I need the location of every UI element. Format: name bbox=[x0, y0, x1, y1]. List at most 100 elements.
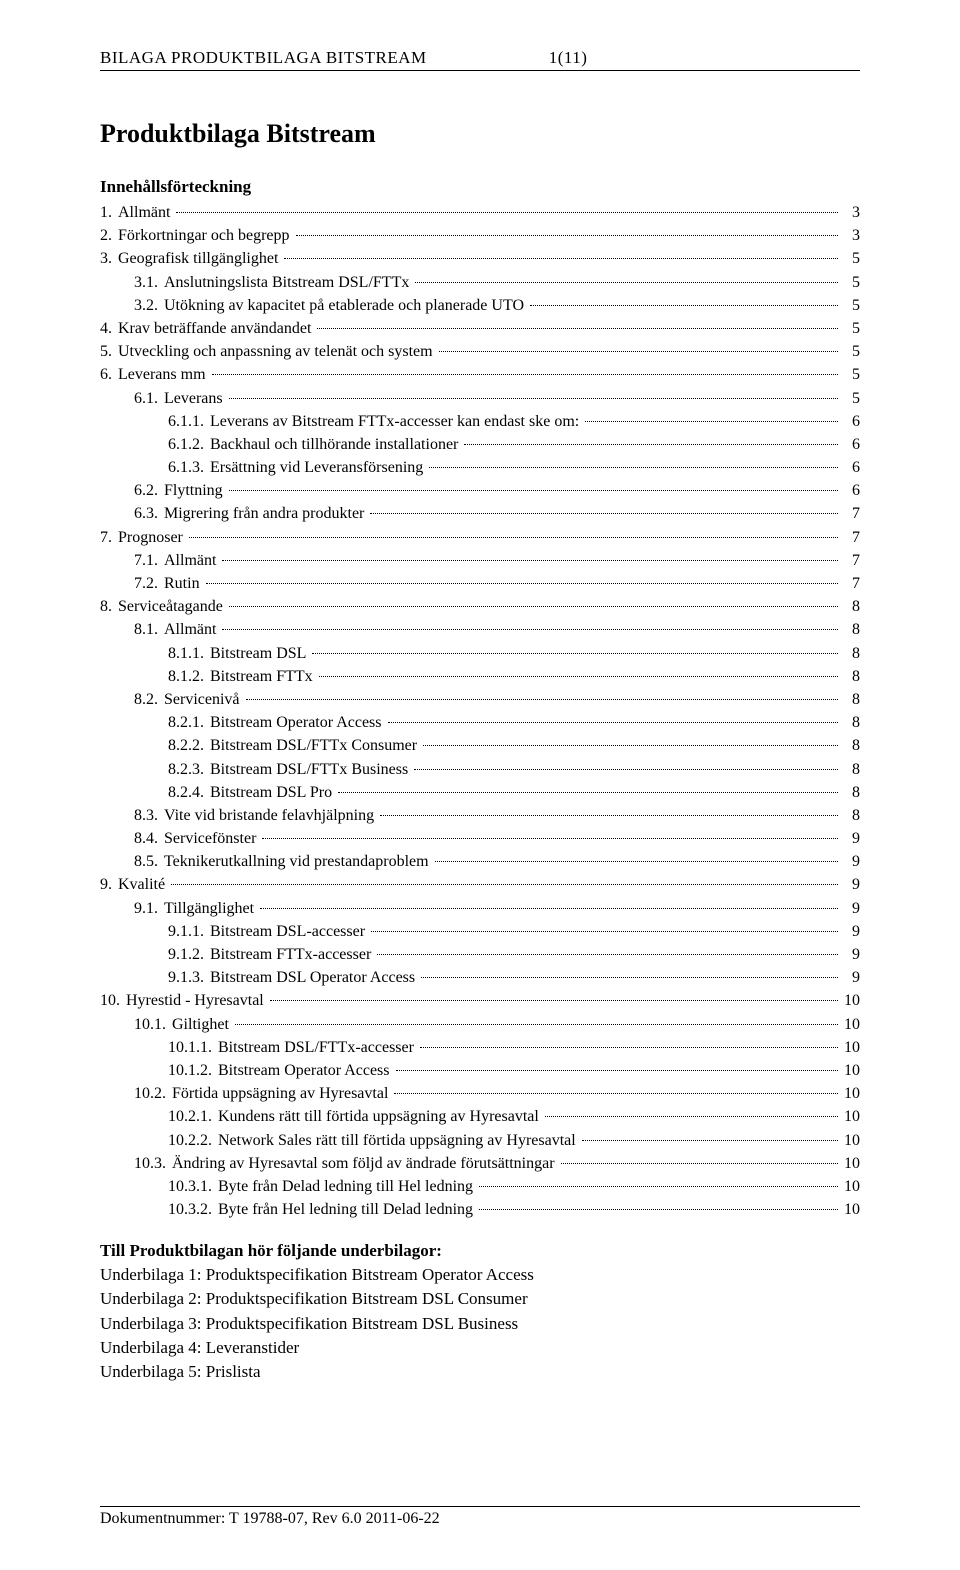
toc-number: 8.2.2. bbox=[168, 734, 210, 757]
toc-number: 10. bbox=[100, 989, 126, 1012]
toc-entry[interactable]: 6.1.3.Ersättning vid Leveransförsening6 bbox=[100, 456, 860, 479]
toc-entry[interactable]: 1.Allmänt3 bbox=[100, 201, 860, 224]
toc-label: Allmänt bbox=[164, 618, 220, 641]
toc-page-number: 5 bbox=[840, 340, 860, 363]
toc-leader-dots bbox=[222, 560, 838, 561]
toc-page-number: 8 bbox=[840, 618, 860, 641]
toc-page-number: 10 bbox=[840, 1105, 860, 1128]
toc-entry[interactable]: 10.1.Giltighet10 bbox=[100, 1013, 860, 1036]
toc-number: 10.2. bbox=[134, 1082, 172, 1105]
toc-entry[interactable]: 8.2.1.Bitstream Operator Access8 bbox=[100, 711, 860, 734]
toc-entry[interactable]: 9.Kvalité9 bbox=[100, 873, 860, 896]
toc-entry[interactable]: 10.3.2.Byte från Hel ledning till Delad … bbox=[100, 1198, 860, 1221]
toc-label: Vite vid bristande felavhjälpning bbox=[164, 804, 378, 827]
toc-entry[interactable]: 6.1.Leverans5 bbox=[100, 387, 860, 410]
toc-number: 7. bbox=[100, 526, 118, 549]
toc-label: Kundens rätt till förtida uppsägning av … bbox=[218, 1105, 543, 1128]
toc-entry[interactable]: 8.2.2.Bitstream DSL/FTTx Consumer8 bbox=[100, 734, 860, 757]
toc-number: 6.1.2. bbox=[168, 433, 210, 456]
toc-entry[interactable]: 9.1.2.Bitstream FTTx-accesser9 bbox=[100, 943, 860, 966]
toc-entry[interactable]: 10.3.1.Byte från Delad ledning till Hel … bbox=[100, 1175, 860, 1198]
toc-entry[interactable]: 7.2.Rutin7 bbox=[100, 572, 860, 595]
toc-entry[interactable]: 6.1.2.Backhaul och tillhörande installat… bbox=[100, 433, 860, 456]
toc-entry[interactable]: 6.2.Flyttning6 bbox=[100, 479, 860, 502]
toc-label: Leverans bbox=[164, 387, 227, 410]
toc-entry[interactable]: 10.2.1.Kundens rätt till förtida uppsägn… bbox=[100, 1105, 860, 1128]
sub-attachment-item: Underbilaga 1: Produktspecifikation Bits… bbox=[100, 1263, 860, 1287]
toc-leader-dots bbox=[317, 328, 838, 329]
toc-entry[interactable]: 3.2.Utökning av kapacitet på etablerade … bbox=[100, 294, 860, 317]
toc-entry[interactable]: 10.Hyrestid - Hyresavtal10 bbox=[100, 989, 860, 1012]
toc-page-number: 9 bbox=[840, 943, 860, 966]
page-footer: Dokumentnummer: T 19788-07, Rev 6.0 2011… bbox=[100, 1506, 860, 1528]
toc-leader-dots bbox=[176, 212, 838, 213]
toc-page-number: 9 bbox=[840, 897, 860, 920]
toc-entry[interactable]: 3.Geografisk tillgänglighet5 bbox=[100, 247, 860, 270]
toc-entry[interactable]: 7.Prognoser7 bbox=[100, 526, 860, 549]
toc-page-number: 10 bbox=[840, 989, 860, 1012]
toc-page-number: 3 bbox=[840, 224, 860, 247]
toc-entry[interactable]: 5.Utveckling och anpassning av telenät o… bbox=[100, 340, 860, 363]
toc-entry[interactable]: 8.2.3.Bitstream DSL/FTTx Business8 bbox=[100, 758, 860, 781]
toc-entry[interactable]: 9.1.1.Bitstream DSL-accesser9 bbox=[100, 920, 860, 943]
toc-page-number: 10 bbox=[840, 1175, 860, 1198]
toc-leader-dots bbox=[414, 769, 838, 770]
toc-number: 9.1. bbox=[134, 897, 164, 920]
toc-leader-dots bbox=[284, 258, 838, 259]
toc-entry[interactable]: 6.1.1.Leverans av Bitstream FTTx-accesse… bbox=[100, 410, 860, 433]
toc-entry[interactable]: 8.4.Servicefönster9 bbox=[100, 827, 860, 850]
toc-page-number: 10 bbox=[840, 1198, 860, 1221]
toc-entry[interactable]: 6.Leverans mm5 bbox=[100, 363, 860, 386]
toc-number: 10.3.2. bbox=[168, 1198, 218, 1221]
toc-label: Förkortningar och begrepp bbox=[118, 224, 294, 247]
toc-entry[interactable]: 8.Serviceåtagande8 bbox=[100, 595, 860, 618]
toc-leader-dots bbox=[585, 421, 838, 422]
toc-entry[interactable]: 6.3.Migrering från andra produkter7 bbox=[100, 502, 860, 525]
toc-entry[interactable]: 8.1.Allmänt8 bbox=[100, 618, 860, 641]
toc-entry[interactable]: 7.1.Allmänt7 bbox=[100, 549, 860, 572]
toc-page-number: 8 bbox=[840, 688, 860, 711]
table-of-contents: 1.Allmänt32.Förkortningar och begrepp33.… bbox=[100, 201, 860, 1221]
toc-page-number: 10 bbox=[840, 1013, 860, 1036]
toc-entry[interactable]: 10.1.2.Bitstream Operator Access10 bbox=[100, 1059, 860, 1082]
toc-entry[interactable]: 8.2.4.Bitstream DSL Pro8 bbox=[100, 781, 860, 804]
toc-label: Bitstream DSL/FTTx Business bbox=[210, 758, 412, 781]
toc-page-number: 6 bbox=[840, 410, 860, 433]
toc-number: 3.2. bbox=[134, 294, 164, 317]
toc-leader-dots bbox=[388, 722, 839, 723]
toc-leader-dots bbox=[260, 908, 838, 909]
toc-number: 8.1.2. bbox=[168, 665, 210, 688]
toc-number: 2. bbox=[100, 224, 118, 247]
toc-entry[interactable]: 10.2.2.Network Sales rätt till förtida u… bbox=[100, 1129, 860, 1152]
toc-page-number: 7 bbox=[840, 549, 860, 572]
toc-leader-dots bbox=[479, 1186, 838, 1187]
toc-entry[interactable]: 8.1.2.Bitstream FTTx8 bbox=[100, 665, 860, 688]
toc-page-number: 7 bbox=[840, 526, 860, 549]
toc-leader-dots bbox=[464, 444, 838, 445]
toc-entry[interactable]: 3.1.Anslutningslista Bitstream DSL/FTTx5 bbox=[100, 271, 860, 294]
toc-page-number: 5 bbox=[840, 363, 860, 386]
toc-leader-dots bbox=[270, 1000, 838, 1001]
toc-number: 9.1.3. bbox=[168, 966, 210, 989]
toc-number: 3.1. bbox=[134, 271, 164, 294]
toc-entry[interactable]: 9.1.Tillgänglighet9 bbox=[100, 897, 860, 920]
toc-label: Migrering från andra produkter bbox=[164, 502, 368, 525]
toc-entry[interactable]: 10.2.Förtida uppsägning av Hyresavtal10 bbox=[100, 1082, 860, 1105]
toc-entry[interactable]: 10.1.1.Bitstream DSL/FTTx-accesser10 bbox=[100, 1036, 860, 1059]
toc-label: Kvalité bbox=[118, 873, 169, 896]
toc-entry[interactable]: 2.Förkortningar och begrepp 3 bbox=[100, 224, 860, 247]
toc-page-number: 5 bbox=[840, 387, 860, 410]
toc-number: 1. bbox=[100, 201, 118, 224]
toc-entry[interactable]: 4.Krav beträffande användandet5 bbox=[100, 317, 860, 340]
toc-number: 8.4. bbox=[134, 827, 164, 850]
toc-entry[interactable]: 8.1.1.Bitstream DSL8 bbox=[100, 642, 860, 665]
toc-leader-dots bbox=[479, 1209, 838, 1210]
toc-entry[interactable]: 9.1.3.Bitstream DSL Operator Access9 bbox=[100, 966, 860, 989]
toc-leader-dots bbox=[530, 305, 838, 306]
toc-label: Bitstream DSL bbox=[210, 642, 310, 665]
toc-leader-dots bbox=[394, 1093, 838, 1094]
toc-entry[interactable]: 8.2.Servicenivå8 bbox=[100, 688, 860, 711]
toc-entry[interactable]: 8.3.Vite vid bristande felavhjälpning8 bbox=[100, 804, 860, 827]
toc-entry[interactable]: 8.5.Teknikerutkallning vid prestandaprob… bbox=[100, 850, 860, 873]
toc-entry[interactable]: 10.3.Ändring av Hyresavtal som följd av … bbox=[100, 1152, 860, 1175]
